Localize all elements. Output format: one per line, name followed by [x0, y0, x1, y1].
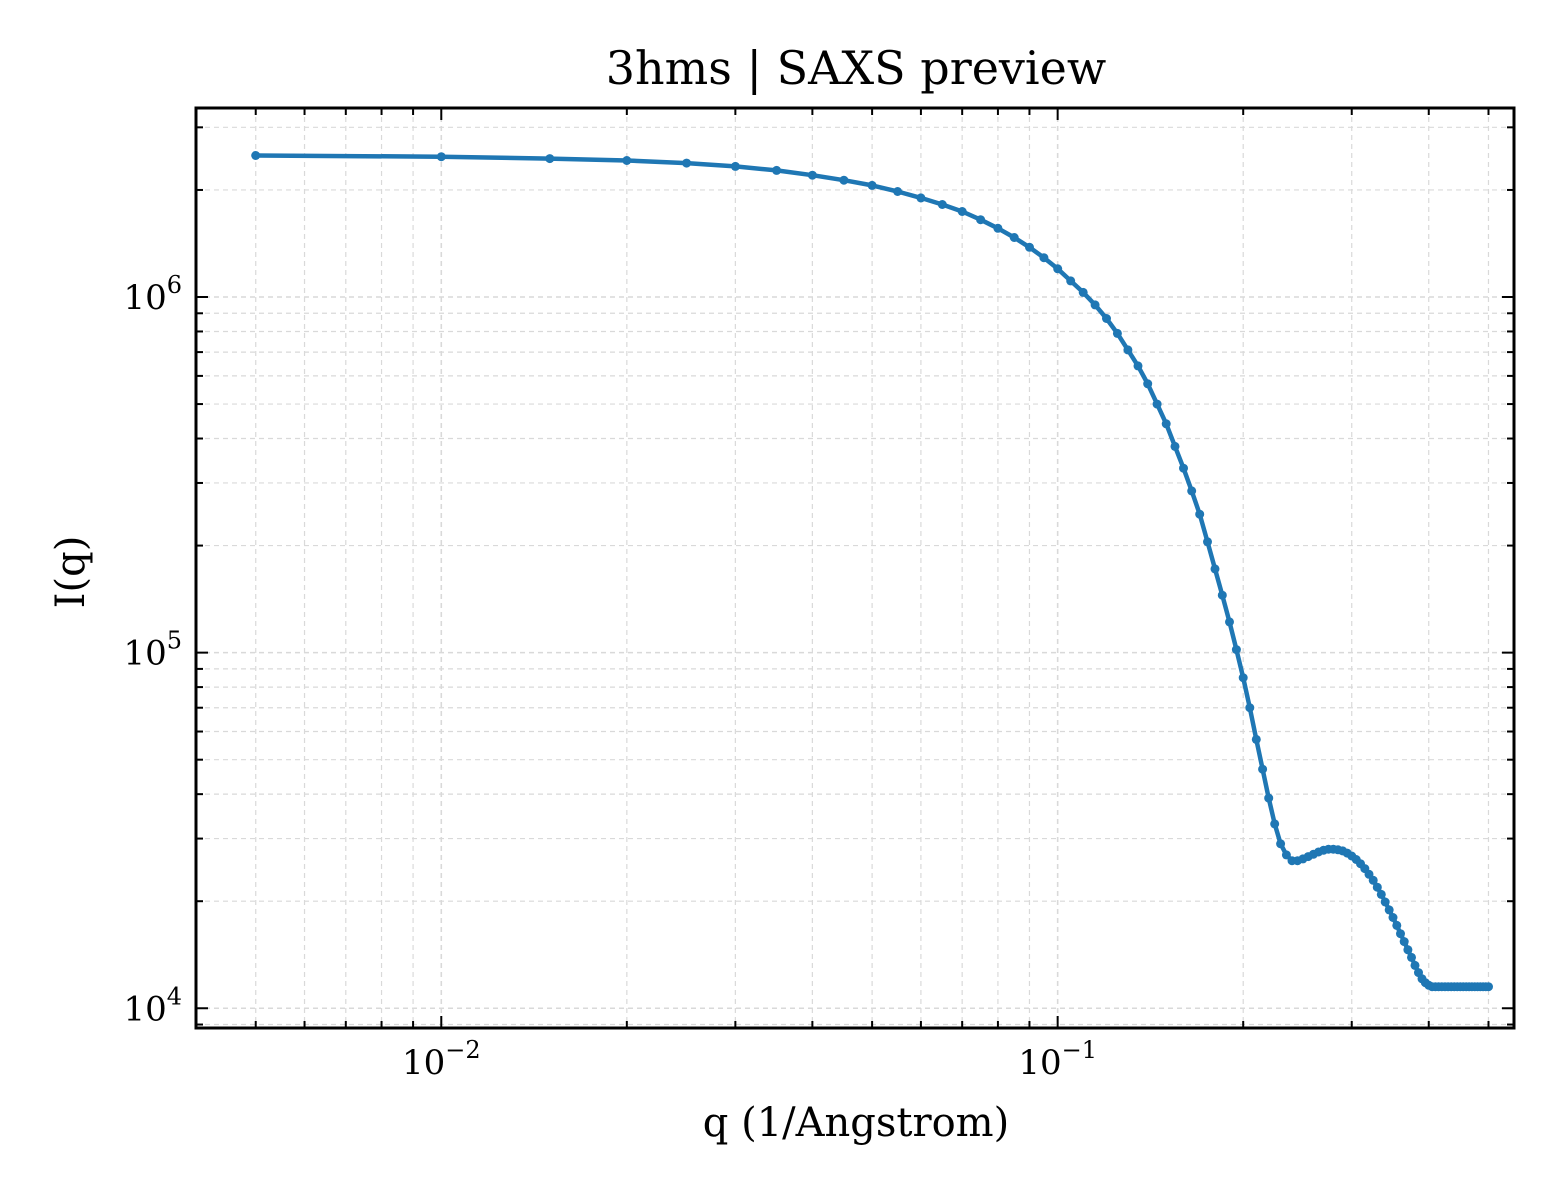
- data-point: [1133, 361, 1143, 371]
- data-point: [772, 165, 782, 175]
- data-point: [1372, 882, 1382, 892]
- data-point: [251, 151, 261, 160]
- data-point: [1276, 839, 1286, 849]
- x-axis-label: q (1/Angstrom): [703, 1100, 1009, 1146]
- data-point: [1376, 889, 1386, 899]
- data-point: [622, 156, 632, 165]
- data-point: [1403, 945, 1413, 955]
- data-point: [1388, 913, 1398, 922]
- data-point: [867, 180, 877, 190]
- data-point: [436, 152, 446, 162]
- data-point: [1112, 328, 1122, 338]
- data-point: [1399, 937, 1409, 947]
- data-point: [1407, 952, 1416, 962]
- data-point: [1380, 897, 1390, 907]
- x-tick-label: 10−1: [1018, 1036, 1097, 1083]
- data-point: [1396, 929, 1405, 939]
- chart-title: 3hms | SAXS preview: [606, 41, 1106, 95]
- data-point: [1225, 617, 1234, 627]
- grid-lines: [195, 108, 1514, 1028]
- data-point: [1258, 764, 1268, 774]
- data-point: [1210, 564, 1220, 574]
- data-point: [1179, 463, 1188, 473]
- data-point: [1384, 905, 1394, 915]
- data-point: [1009, 233, 1019, 242]
- data-point: [1195, 509, 1205, 519]
- data-point: [993, 223, 1003, 233]
- data-point: [545, 154, 555, 164]
- data-series: [251, 151, 1493, 992]
- data-point: [1281, 850, 1291, 860]
- data-point: [1161, 419, 1171, 429]
- data-point: [682, 158, 692, 168]
- data-point: [1039, 253, 1049, 263]
- data-point: [1217, 590, 1227, 600]
- data-point: [1270, 819, 1280, 829]
- data-point: [1187, 486, 1197, 496]
- data-point: [1025, 242, 1034, 252]
- data-point: [1066, 276, 1076, 286]
- data-point: [916, 193, 926, 203]
- data-point: [1123, 345, 1133, 355]
- y-tick-label: 105: [123, 627, 182, 674]
- x-tick-label: 10−2: [402, 1036, 481, 1083]
- data-point: [957, 207, 967, 216]
- y-tick-label: 104: [123, 982, 182, 1029]
- data-point: [1245, 703, 1255, 713]
- data-point: [1231, 645, 1241, 655]
- data-point: [1410, 960, 1420, 970]
- data-point: [1238, 673, 1248, 683]
- data-point: [730, 161, 740, 171]
- data-point: [1251, 734, 1261, 744]
- data-point: [976, 215, 986, 225]
- plot-frame: [194, 106, 1516, 1030]
- data-point: [839, 175, 849, 185]
- data-point: [1484, 982, 1493, 992]
- y-tick-label: 106: [123, 271, 182, 318]
- data-point: [1203, 537, 1212, 547]
- data-point: [1143, 379, 1153, 389]
- data-point: [893, 187, 903, 196]
- data-point: [1152, 399, 1162, 409]
- data-point: [1170, 441, 1180, 451]
- data-point: [807, 170, 817, 180]
- data-point: [1368, 875, 1378, 885]
- data-point: [1053, 264, 1063, 274]
- data-point: [1264, 793, 1274, 803]
- data-point: [937, 200, 947, 209]
- y-axis-label: I(q): [48, 536, 94, 609]
- data-point: [1090, 300, 1100, 310]
- data-point: [1102, 314, 1111, 323]
- data-point: [1078, 287, 1088, 297]
- data-point: [1392, 920, 1402, 930]
